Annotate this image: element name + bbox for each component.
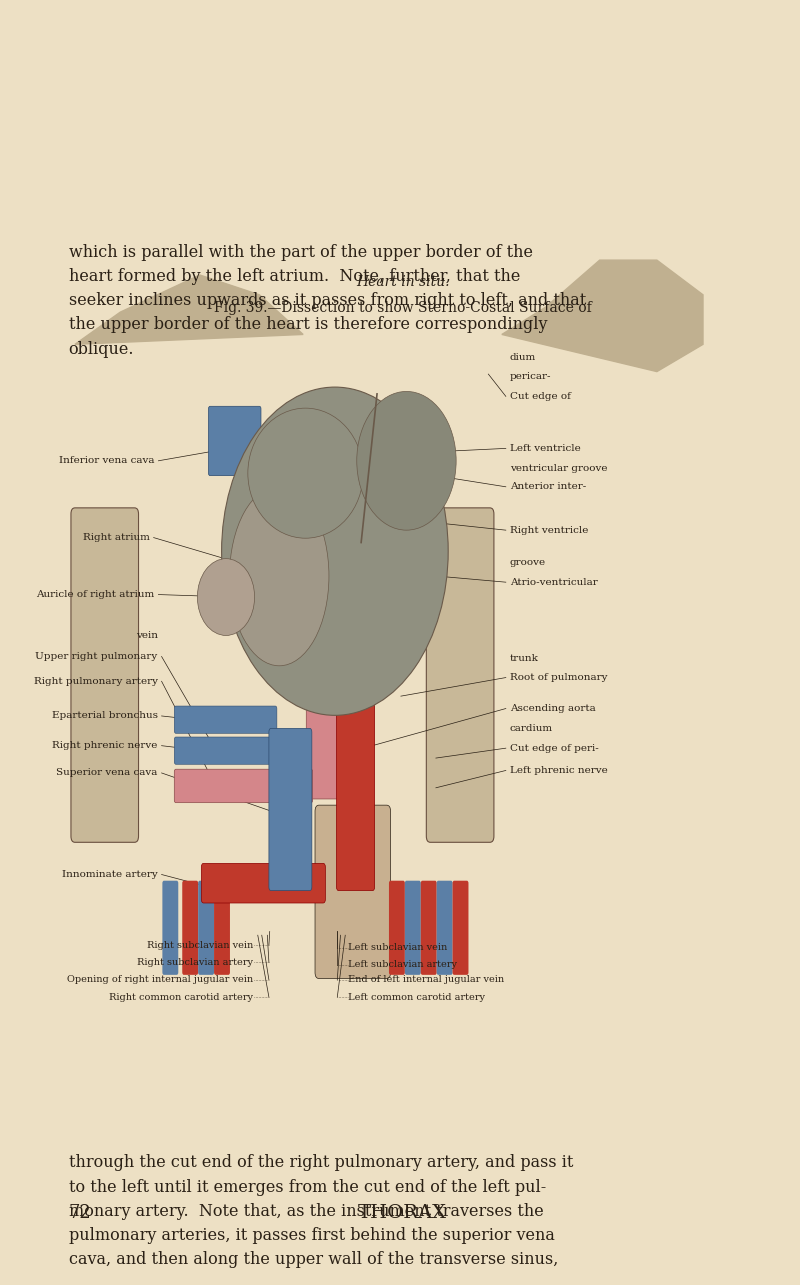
FancyBboxPatch shape [426,508,494,842]
FancyBboxPatch shape [69,347,736,1006]
Ellipse shape [222,387,448,716]
Ellipse shape [230,486,329,666]
Text: Upper right pulmonary: Upper right pulmonary [35,651,158,660]
FancyBboxPatch shape [405,880,421,975]
Text: Fig. 39.—Dissection to show Sterno-Costal Surface of: Fig. 39.—Dissection to show Sterno-Costa… [214,301,591,315]
Text: ventricular groove: ventricular groove [510,464,607,473]
Text: Atrio-ventricular: Atrio-ventricular [510,578,598,587]
Text: Innominate artery: Innominate artery [62,870,158,879]
FancyBboxPatch shape [198,880,214,975]
Text: Cut edge of peri-: Cut edge of peri- [510,744,598,753]
Text: cardium: cardium [510,723,553,732]
Text: Right subclavian vein: Right subclavian vein [146,941,253,950]
FancyBboxPatch shape [182,880,198,975]
Ellipse shape [248,409,363,538]
Text: Ascending aorta: Ascending aorta [510,704,595,713]
Text: 72: 72 [69,1204,91,1222]
FancyBboxPatch shape [437,880,453,975]
Text: pericar-: pericar- [510,373,551,382]
FancyBboxPatch shape [306,636,342,799]
Text: groove: groove [510,558,546,567]
Text: Left subclavian artery: Left subclavian artery [349,960,458,969]
Text: Heart in situ.: Heart in situ. [356,275,450,289]
Text: dium: dium [510,353,536,362]
Text: which is parallel with the part of the upper border of the
heart formed by the l: which is parallel with the part of the u… [69,244,586,357]
Text: Root of pulmonary: Root of pulmonary [510,673,607,682]
Text: Auricle of right atrium: Auricle of right atrium [36,590,154,599]
Text: Superior vena cava: Superior vena cava [56,768,158,777]
Text: Inferior vena cava: Inferior vena cava [59,456,154,465]
FancyBboxPatch shape [337,654,374,891]
Text: through the cut end of the right pulmonary artery, and pass it
to the left until: through the cut end of the right pulmona… [69,1154,573,1268]
Text: Right atrium: Right atrium [82,533,150,542]
FancyBboxPatch shape [71,508,138,842]
Text: Right subclavian artery: Right subclavian artery [137,957,253,966]
Text: Right ventricle: Right ventricle [510,526,588,535]
FancyBboxPatch shape [389,880,405,975]
Polygon shape [75,275,303,344]
Text: End of left internal jugular vein: End of left internal jugular vein [349,975,505,984]
FancyBboxPatch shape [174,705,277,734]
Ellipse shape [357,392,456,531]
Polygon shape [502,260,703,371]
Text: Left ventricle: Left ventricle [510,443,581,452]
FancyBboxPatch shape [162,880,178,975]
FancyBboxPatch shape [174,738,277,765]
FancyBboxPatch shape [421,880,437,975]
FancyBboxPatch shape [214,880,230,975]
FancyBboxPatch shape [209,406,261,475]
Text: Right pulmonary artery: Right pulmonary artery [34,677,158,686]
FancyBboxPatch shape [174,770,313,803]
FancyBboxPatch shape [202,864,326,903]
Text: Eparterial bronchus: Eparterial bronchus [52,712,158,721]
Text: vein: vein [136,631,158,640]
Text: Right common carotid artery: Right common carotid artery [109,992,253,1001]
Text: Opening of right internal jugular vein: Opening of right internal jugular vein [67,975,253,984]
Text: Anterior inter-: Anterior inter- [510,482,586,491]
FancyBboxPatch shape [269,729,312,891]
Text: trunk: trunk [510,654,538,663]
Text: Cut edge of: Cut edge of [510,392,570,401]
Text: Left subclavian vein: Left subclavian vein [349,943,448,952]
Text: Left common carotid artery: Left common carotid artery [349,992,486,1001]
Text: Right phrenic nerve: Right phrenic nerve [52,741,158,750]
FancyBboxPatch shape [453,880,469,975]
Text: Left phrenic nerve: Left phrenic nerve [510,766,607,775]
FancyBboxPatch shape [315,806,390,979]
Text: THORAX: THORAX [358,1204,447,1222]
Ellipse shape [198,559,254,636]
